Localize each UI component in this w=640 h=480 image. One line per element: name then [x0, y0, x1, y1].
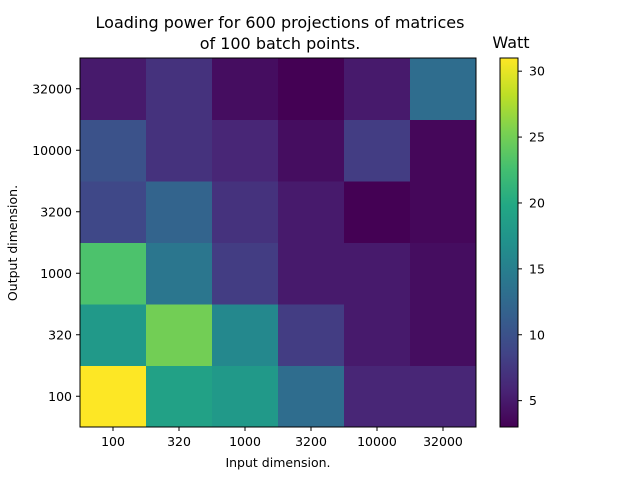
- x-tick-label: 3200: [295, 434, 327, 449]
- y-tick-label: 100: [48, 389, 72, 404]
- heatmap-cell: [344, 242, 411, 305]
- heatmap-cell: [278, 181, 345, 243]
- x-tick-label: 10000: [357, 434, 397, 449]
- y-tick-label: 1000: [40, 266, 72, 281]
- chart-title-line2: of 100 batch points.: [199, 34, 361, 53]
- x-axis-label: Input dimension.: [225, 455, 330, 470]
- colorbar-tick-label: 10: [529, 327, 545, 342]
- x-axis: 100 320 1000 3200 10000 32000: [101, 427, 463, 449]
- heatmap-cell: [344, 181, 411, 243]
- colorbar-tick-label: 5: [529, 393, 537, 408]
- heatmap-cell: [80, 365, 147, 428]
- heatmap-cell: [410, 242, 477, 305]
- heatmap-cell: [212, 58, 279, 120]
- heatmap-cell: [146, 58, 213, 120]
- heatmap-cell: [212, 181, 279, 243]
- heatmap-cell: [278, 304, 345, 366]
- heatmap-cell: [278, 242, 345, 305]
- heatmap-cell: [146, 119, 213, 182]
- heatmap-cell: [410, 304, 477, 366]
- heatmap-cell: [344, 58, 411, 120]
- heatmap-cell: [278, 58, 345, 120]
- heatmap-cell: [344, 304, 411, 366]
- heatmap-cell: [410, 365, 477, 428]
- heatmap-cell: [344, 365, 411, 428]
- colorbar-tick-label: 25: [529, 130, 545, 145]
- heatmap-cell: [80, 181, 147, 243]
- heatmap-cell: [146, 181, 213, 243]
- x-tick-label: 100: [101, 434, 125, 449]
- y-axis-label: Output dimension.: [5, 185, 20, 301]
- x-tick-label: 32000: [423, 434, 463, 449]
- colorbar-tick-label: 30: [529, 64, 545, 79]
- heatmap-cell: [146, 304, 213, 366]
- heatmap-cell: [212, 365, 279, 428]
- y-axis: 100 320 1000 3200 10000 32000: [32, 81, 80, 404]
- y-tick-label: 32000: [32, 81, 72, 96]
- colorbar-tick-label: 20: [529, 195, 545, 210]
- plot-frame: [79, 57, 477, 428]
- heatmap-cell: [212, 119, 279, 182]
- heatmap-cell: [410, 181, 477, 243]
- heatmap-cell: [212, 304, 279, 366]
- heatmap-cell: [344, 119, 411, 182]
- heatmap-cell: [146, 365, 213, 428]
- heatmap-cell: [410, 58, 477, 120]
- colorbar-axis: 5 10 15 20 25 30: [518, 64, 545, 408]
- heatmap-cell: [80, 304, 147, 366]
- y-tick-label: 320: [48, 327, 72, 342]
- heatmap-cell: [80, 242, 147, 305]
- heatmap-cell: [278, 365, 345, 428]
- y-tick-label: 3200: [40, 204, 72, 219]
- colorbar-tick-label: 15: [529, 261, 545, 276]
- heatmap-cell: [278, 119, 345, 182]
- x-tick-label: 1000: [229, 434, 261, 449]
- heatmap-cell: [80, 58, 147, 120]
- heatmap-cells: [80, 58, 477, 428]
- heatmap-cell: [212, 242, 279, 305]
- heatmap-cell: [80, 119, 147, 182]
- heatmap-cell: [410, 119, 477, 182]
- heatmap-cell: [146, 242, 213, 305]
- x-tick-label: 320: [167, 434, 191, 449]
- y-tick-label: 10000: [32, 143, 72, 158]
- chart-title-line1: Loading power for 600 projections of mat…: [95, 13, 465, 32]
- colorbar: [499, 57, 519, 428]
- colorbar-label: Watt: [492, 33, 530, 52]
